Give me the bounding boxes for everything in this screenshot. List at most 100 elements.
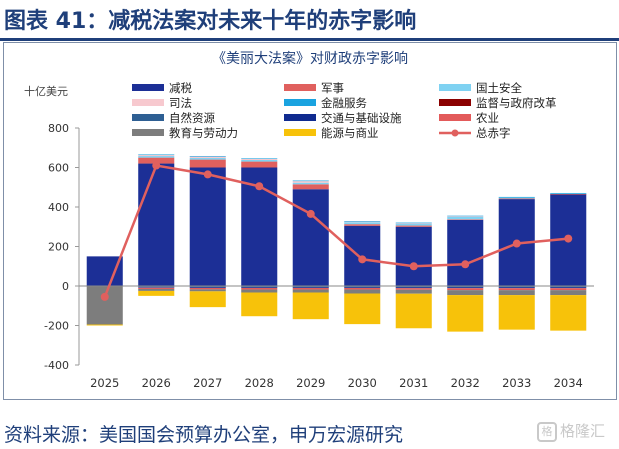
legend-swatch <box>132 114 164 121</box>
x-tick-label: 2026 <box>142 376 171 390</box>
source-note: 资料来源：美国国会预算办公室，申万宏源研究 <box>4 424 404 446</box>
bar-segment <box>395 289 432 294</box>
legend-label: 国土安全 <box>476 81 522 95</box>
bar-segment <box>395 293 432 329</box>
bar-segment <box>447 286 484 288</box>
bar-segment <box>344 221 381 223</box>
bar-segment <box>550 193 587 194</box>
bar-segment <box>86 324 123 326</box>
bar-segment <box>138 288 175 291</box>
bar-segment <box>189 156 226 159</box>
bar-segment <box>395 223 432 226</box>
bar-segment <box>498 287 535 289</box>
total-deficit-point <box>461 260 470 269</box>
unit-label: 十亿美元 <box>24 84 68 98</box>
bar-segment <box>447 215 484 217</box>
bar-segment <box>395 225 432 227</box>
legend-swatch <box>132 129 164 136</box>
y-tick-label: -400 <box>44 359 69 372</box>
bar-segment <box>550 290 587 296</box>
bar-segment <box>241 158 278 160</box>
total-deficit-point <box>409 262 418 271</box>
bar-segment <box>498 197 535 199</box>
bar-segment <box>138 286 175 288</box>
legend-label: 能源与商业 <box>321 126 379 140</box>
bar-segment <box>498 288 535 291</box>
total-deficit-point <box>512 239 521 248</box>
bar-segment <box>138 287 175 289</box>
x-tick-label: 2034 <box>554 376 583 390</box>
total-deficit-point <box>203 170 212 179</box>
bar-segment <box>447 219 484 286</box>
legend-swatch <box>284 99 316 106</box>
bar-segment <box>292 180 329 182</box>
legend-label: 教育与劳动力 <box>169 126 238 140</box>
bar-segment <box>292 182 329 185</box>
y-tick-label: 400 <box>48 201 69 214</box>
figure-title: 图表 41：减税法案对未来十年的赤字影响 <box>4 9 417 34</box>
bar-segment <box>189 287 226 288</box>
bar-segment <box>292 181 329 183</box>
bar-segment <box>292 287 329 288</box>
x-tick-label: 2032 <box>451 376 480 390</box>
bar-segment <box>138 156 175 158</box>
bar-segment <box>447 287 484 289</box>
bar-segment <box>138 155 175 157</box>
y-tick-label: 800 <box>48 122 69 135</box>
bar-segment <box>498 290 535 296</box>
x-tick-label: 2031 <box>399 376 428 390</box>
bar-segment <box>292 286 329 288</box>
bar-segment <box>86 286 123 325</box>
legend-label: 自然资源 <box>169 111 215 125</box>
bar-segment <box>241 286 278 288</box>
bar-segment <box>189 286 226 288</box>
legend-label: 总赤字 <box>476 126 511 140</box>
x-tick-label: 2027 <box>193 376 222 390</box>
bar-segment <box>550 288 587 291</box>
bar-segment <box>550 295 587 331</box>
bar-segment <box>395 226 432 286</box>
bar-segment <box>138 154 175 156</box>
bar-segment <box>189 158 226 160</box>
chart-frame: 《美丽大法案》对财政赤字影响 十亿美元 减税 军事 国土安全 司法 金融服务 监督与政府改革自… <box>3 42 617 400</box>
bar-segment <box>292 189 329 286</box>
bar-segment <box>138 157 175 164</box>
bar-segment <box>292 292 329 320</box>
x-tick-label: 2025 <box>90 376 119 390</box>
bar-segment <box>344 287 381 290</box>
bar-segment <box>447 288 484 291</box>
total-deficit-point <box>255 182 264 191</box>
legend-swatch <box>132 99 164 106</box>
y-tick-label: 0 <box>62 280 69 293</box>
bar-segment <box>395 287 432 289</box>
legend-label: 金融服务 <box>321 96 367 110</box>
x-tick-label: 2033 <box>502 376 531 390</box>
bar-segment <box>86 256 123 286</box>
legend-swatch <box>132 84 164 91</box>
legend-label: 农业 <box>476 111 499 125</box>
total-deficit-point <box>564 234 573 243</box>
legend-label: 军事 <box>321 81 344 95</box>
legend-swatch <box>439 114 471 121</box>
total-deficit-point <box>100 292 109 301</box>
x-tick-label: 2030 <box>348 376 377 390</box>
bar-segment <box>241 161 278 168</box>
total-deficit-point <box>152 161 161 170</box>
bar-segment <box>138 287 175 288</box>
watermark-logo-icon: 格 <box>536 421 557 442</box>
bar-segment <box>344 286 381 288</box>
bar-segment <box>189 167 226 286</box>
bar-segment <box>395 222 432 224</box>
bar-segment <box>241 287 278 290</box>
bar-segment <box>447 290 484 296</box>
watermark-text: 格隆汇 <box>559 422 605 440</box>
legend-swatch <box>284 114 316 121</box>
bar-segment <box>344 293 381 325</box>
bar-segment <box>498 196 535 198</box>
legend-marker <box>451 129 459 137</box>
legend-label: 减税 <box>169 81 192 95</box>
bar-segment <box>241 159 278 162</box>
bar-segment <box>550 287 587 289</box>
y-tick-label: 200 <box>48 241 69 254</box>
